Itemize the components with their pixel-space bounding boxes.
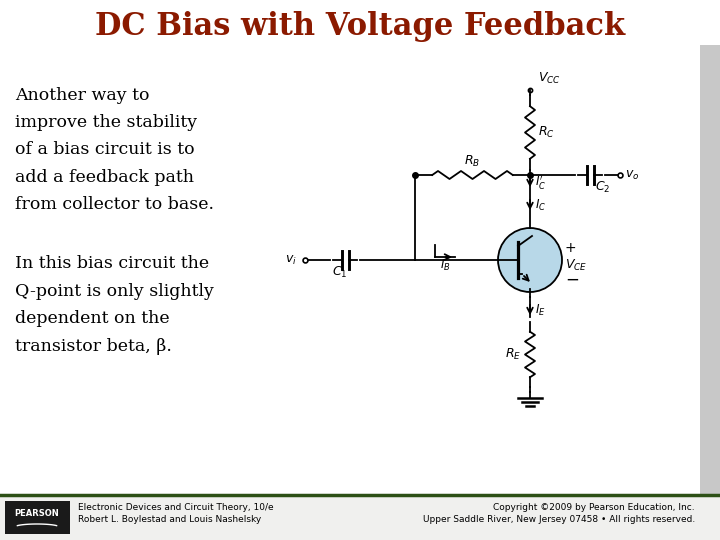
Text: Robert L. Boylestad and Louis Nashelsky: Robert L. Boylestad and Louis Nashelsky: [78, 516, 261, 524]
Text: $R_B$: $R_B$: [464, 154, 480, 169]
Circle shape: [498, 228, 562, 292]
Text: PEARSON: PEARSON: [14, 509, 59, 517]
Text: $C_1$: $C_1$: [332, 265, 348, 280]
Text: +: +: [565, 241, 577, 255]
Text: DC Bias with Voltage Feedback: DC Bias with Voltage Feedback: [95, 11, 625, 43]
Text: −: −: [565, 271, 579, 289]
Text: Another way to
improve the stability
of a bias circuit is to
add a feedback path: Another way to improve the stability of …: [15, 87, 214, 213]
Text: Electronic Devices and Circuit Theory, 10/e: Electronic Devices and Circuit Theory, 1…: [78, 503, 274, 512]
Text: $v_o$: $v_o$: [625, 168, 639, 181]
Text: $R_C$: $R_C$: [538, 125, 555, 140]
Text: In this bias circuit the
Q-point is only slightly
dependent on the
transistor be: In this bias circuit the Q-point is only…: [15, 255, 214, 355]
Text: Upper Saddle River, New Jersey 07458 • All rights reserved.: Upper Saddle River, New Jersey 07458 • A…: [423, 516, 695, 524]
Text: $I_C^\prime$: $I_C^\prime$: [535, 173, 546, 191]
Text: $V_{CC}$: $V_{CC}$: [538, 71, 561, 86]
Text: $I_C$: $I_C$: [535, 198, 546, 213]
Text: $V_{CE}$: $V_{CE}$: [565, 258, 588, 273]
Text: $I_B$: $I_B$: [440, 258, 451, 273]
Bar: [700, 45, 720, 495]
Text: $v_i$: $v_i$: [285, 253, 297, 267]
Text: $R_E$: $R_E$: [505, 347, 521, 362]
Text: $I_E$: $I_E$: [535, 302, 546, 318]
Bar: [5, 501, 70, 534]
Bar: [0, 495, 720, 540]
Text: Copyright ©2009 by Pearson Education, Inc.: Copyright ©2009 by Pearson Education, In…: [493, 503, 695, 512]
Text: $C_2$: $C_2$: [595, 180, 611, 195]
